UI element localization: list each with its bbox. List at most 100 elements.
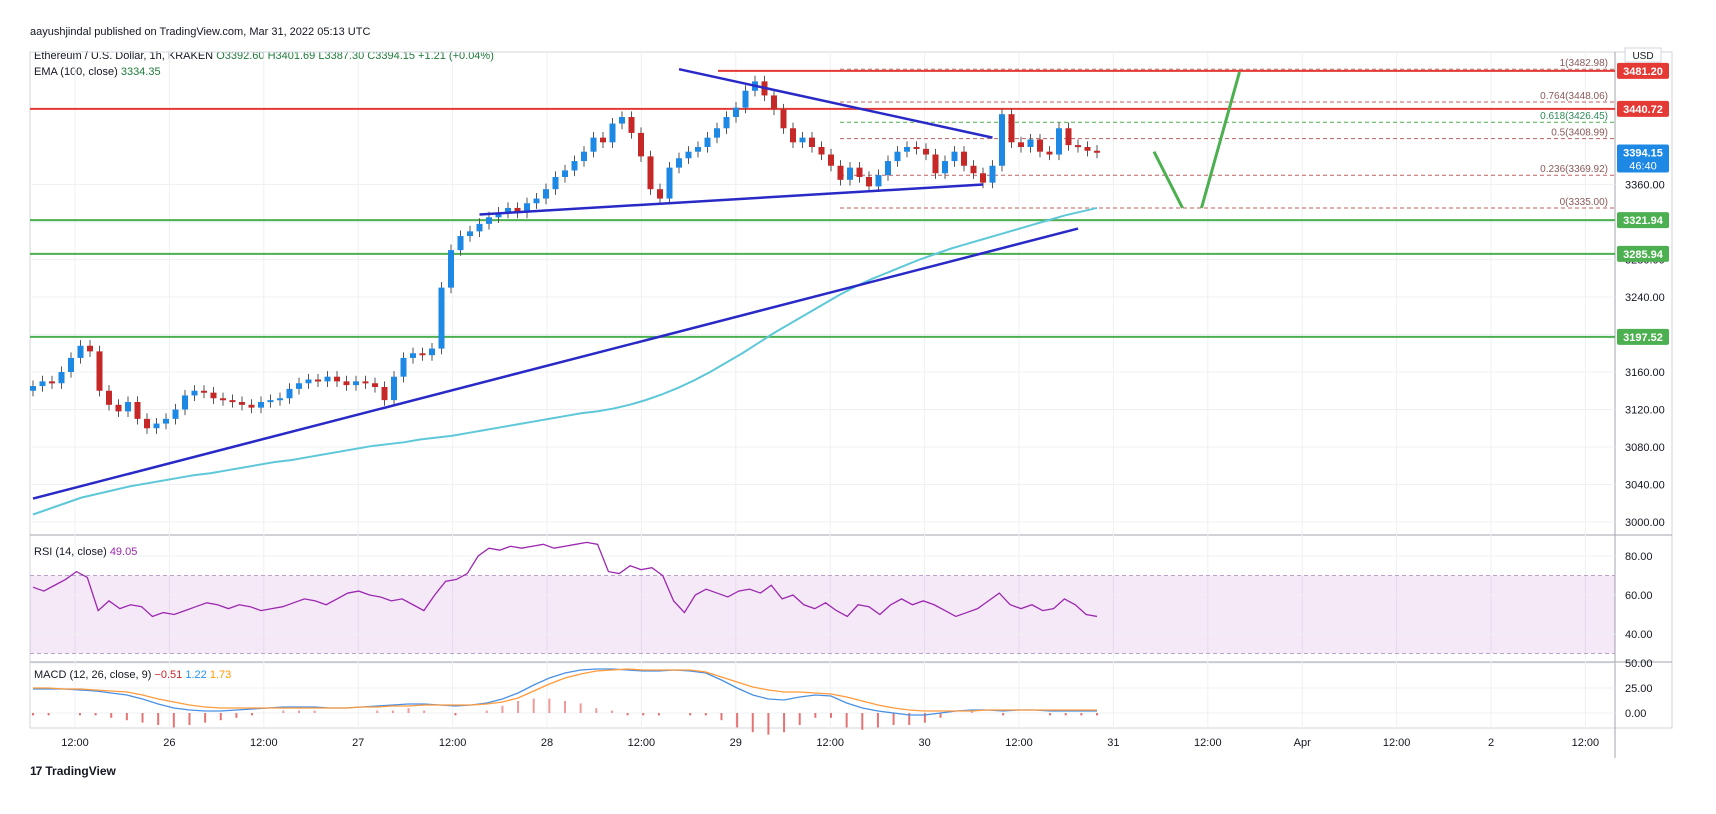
candle [875,169,882,192]
candle-body [999,114,1005,166]
candle [1075,139,1081,153]
candle [353,375,359,391]
candle-body [638,132,644,157]
candle-body [828,154,834,166]
candle-body [410,353,416,358]
candle-body [58,372,65,384]
candle [163,413,169,430]
symbol-title: Ethereum / U.S. Dollar, 1h, KRAKEN [34,50,214,62]
x-tick-label: 30 [918,737,930,749]
rising-trendline [479,183,984,216]
candle [258,396,264,414]
candle [942,155,948,179]
candle [324,371,331,387]
candle [296,377,302,395]
candle-body [790,128,796,143]
macd-value: 1.22 [185,669,207,681]
candle [894,146,901,167]
candle-body [476,223,483,232]
candle [315,373,321,387]
candle [828,148,834,172]
price-label: 3481.20 [1623,66,1663,78]
candle-body [106,390,112,405]
y-tick-label: 3240.00 [1625,292,1665,304]
candle-body [372,383,378,387]
candle-body [438,287,445,349]
x-tick-label: 12:00 [1005,737,1033,749]
candle-body [799,137,806,143]
candle [30,380,36,397]
candle-body [771,95,777,110]
candle [1084,141,1091,157]
candle-body [1037,139,1043,152]
candle [904,141,910,158]
fib-level-label: 0.5(3408.99) [1551,128,1608,139]
candle [543,183,549,205]
x-tick-label: 12:00 [816,737,844,749]
candle [685,146,692,164]
candle-body [590,137,597,152]
candle [619,111,625,130]
price-label-box [1617,100,1669,117]
candle [391,371,397,406]
candle-body [600,137,606,143]
candle-body [467,231,473,237]
candle-body [153,423,160,429]
y-tick-label: 3080.00 [1625,442,1665,454]
x-tick-label: 28 [541,737,553,749]
candle [1046,146,1053,161]
x-tick-label: 2 [1488,737,1494,749]
candle [989,160,996,189]
candle [457,230,464,256]
candle-body [676,158,682,168]
candle [182,389,188,416]
candle [790,122,796,148]
candle [220,392,226,406]
candle [372,377,378,393]
candle [58,366,65,389]
candle [657,183,663,205]
candle-body [609,123,616,143]
candle [1018,136,1024,153]
candle [448,244,454,294]
candle [913,141,920,155]
candle-body [286,388,293,399]
rsi-label: RSI (14, close) [34,546,107,558]
candle-body [96,351,103,391]
candle-body [391,376,397,401]
x-tick-label: 12:00 [628,737,656,749]
rsi-line [32,541,1098,618]
published-caption: aayushjindal published on TradingView.co… [30,26,371,38]
fib-level-label: 0.618(3426.45) [1540,111,1608,122]
price-label-box [1617,212,1669,229]
x-tick-label: 27 [352,737,364,749]
candle-body [296,383,302,389]
fib-level-label: 0(3335.00) [1560,197,1608,208]
candle-body [277,398,283,401]
candle [210,387,217,404]
candle-body [115,404,122,412]
candle [87,340,93,357]
candle [1094,145,1100,159]
candle-body [87,345,93,352]
candle-body [524,203,530,213]
candle [153,417,160,434]
candle [951,146,958,167]
candle-body [248,404,255,408]
candle [277,392,283,406]
candle-body [866,177,872,187]
candle [638,127,644,162]
candle [495,207,502,223]
candle [96,345,103,397]
candle-body [49,381,55,384]
candle [609,117,616,148]
candle [676,152,682,174]
candle-body [1075,145,1081,148]
macd-label: MACD (12, 26, close, 9) [34,669,152,681]
candle [552,171,559,195]
candle-body [533,198,540,204]
candle [590,132,597,158]
candle [400,352,407,383]
candle [267,394,274,408]
